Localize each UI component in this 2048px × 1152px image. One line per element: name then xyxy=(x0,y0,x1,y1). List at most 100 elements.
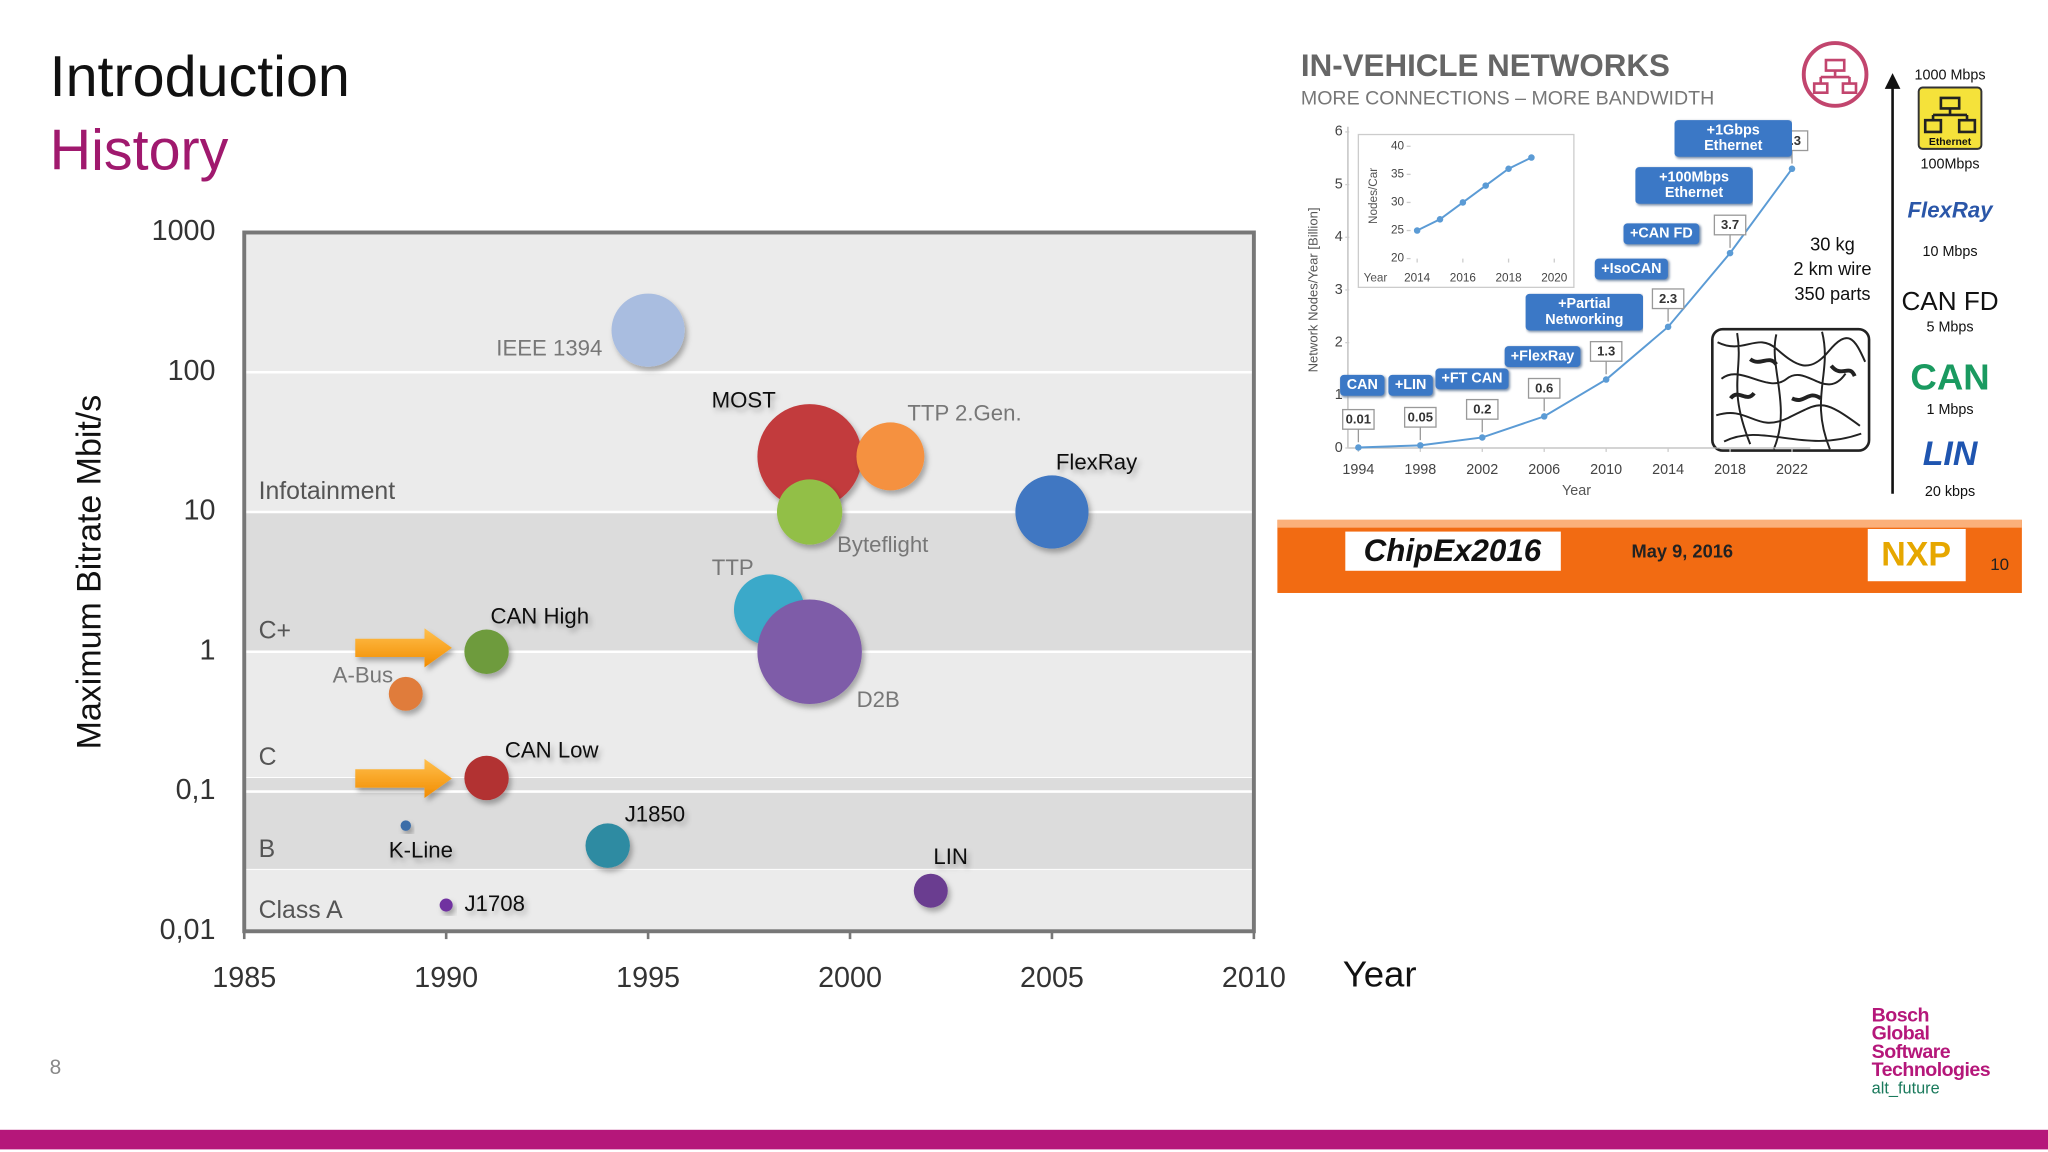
bandwidth-label: FlexRay xyxy=(1907,197,1994,222)
logo-line: Software xyxy=(1872,1041,1951,1063)
callout-wrap: +LIN xyxy=(1352,362,1470,409)
bandwidth-label: 10 Mbps xyxy=(1923,244,1978,260)
inset-note: 2 km wire xyxy=(1793,258,1871,279)
x-axis-label: Year xyxy=(1562,483,1591,499)
bubble-label: TTP xyxy=(712,555,754,580)
bubble xyxy=(757,404,862,509)
bubble-label: MOST xyxy=(712,387,777,412)
callout-wrap: +100Mbps Ethernet xyxy=(1635,162,1753,209)
callout-label: +1Gbps Ethernet xyxy=(1674,120,1792,157)
arrow xyxy=(355,758,452,799)
bandwidth-label: Ethernet xyxy=(1929,137,1972,148)
value-label-box xyxy=(1651,288,1685,310)
inset-title: IN-VEHICLE NETWORKS xyxy=(1301,48,1670,83)
y-tick-label: 30 xyxy=(1391,196,1405,209)
point xyxy=(1528,154,1535,161)
callout-label: +FT CAN xyxy=(1434,368,1510,390)
bandwidth-label: 20 kbps xyxy=(1925,484,1975,500)
logo-line: Technologies xyxy=(1872,1059,1991,1081)
bubble-label: CAN High xyxy=(490,604,589,629)
arrow xyxy=(355,628,452,668)
value-label: 0.2 xyxy=(1473,401,1491,416)
callout-wrap: +CAN FD xyxy=(1603,210,1721,257)
y-axis-label: Maximum Bitrate Mbit/s xyxy=(70,395,108,750)
x-tick-label: 1990 xyxy=(414,962,478,994)
nxp-logo: NXP xyxy=(1881,535,1951,573)
callout-label: +LIN xyxy=(1388,374,1433,396)
band-label: C+ xyxy=(259,618,291,645)
slide-title: Introduction xyxy=(50,45,350,109)
bandwidth-arrowhead xyxy=(1884,73,1901,89)
point xyxy=(1413,227,1421,234)
callout-label: +Partial Networking xyxy=(1525,293,1644,331)
y-tick-label: 10 xyxy=(184,495,216,527)
y-tick-label: 1000 xyxy=(152,215,216,247)
x-tick-label: 2002 xyxy=(1466,462,1498,478)
bubble-label: K-Line xyxy=(389,838,453,863)
x-axis-label: Year xyxy=(1343,954,1417,995)
bubble xyxy=(757,599,862,704)
bandwidth-label: 1 Mbps xyxy=(1926,402,1973,418)
x-tick-label: 1995 xyxy=(616,962,680,994)
y-tick-label: 25 xyxy=(1391,224,1405,237)
band-label: B xyxy=(259,836,276,863)
callout-label: CAN xyxy=(1340,374,1385,396)
line xyxy=(1416,156,1532,232)
point xyxy=(1664,323,1672,331)
inset-note: 350 parts xyxy=(1794,283,1870,304)
y-tick-label: 35 xyxy=(1391,167,1405,180)
bandwidth-label: CAN xyxy=(1910,357,1989,398)
bubble xyxy=(1015,475,1089,549)
x-tick-label: 2014 xyxy=(1404,271,1431,284)
x-tick-label: 1985 xyxy=(212,962,276,994)
bubble xyxy=(464,755,509,801)
bandwidth-label: 5 Mbps xyxy=(1926,320,1973,336)
point xyxy=(1788,165,1796,173)
slide-subtitle: History xyxy=(50,118,229,182)
bubble xyxy=(388,676,423,711)
ethernet-icon xyxy=(1923,96,1977,134)
band xyxy=(244,777,1254,870)
inset-page-number: 10 xyxy=(1990,555,2009,574)
y-tick-label: 0,01 xyxy=(160,914,216,946)
event-name: ChipEx2016 xyxy=(1364,533,1542,568)
callout: +IsoCAN xyxy=(1573,246,1691,293)
point xyxy=(1459,199,1467,206)
value-label: 0.01 xyxy=(1346,411,1371,426)
tagline: alt_future xyxy=(1872,1080,1940,1098)
y-tick-label: 40 xyxy=(1391,139,1405,152)
callout-wrap: +IsoCAN xyxy=(1573,246,1691,293)
point xyxy=(1540,413,1548,420)
callout: +FlexRay xyxy=(1484,333,1602,380)
inset-image: IN-VEHICLE NETWORKS MORE CONNECTIONS – M… xyxy=(1277,39,2022,593)
bubble xyxy=(400,820,412,831)
callout-wrap: CAN xyxy=(1304,362,1422,409)
callout: +100Mbps Ethernet xyxy=(1635,162,1753,209)
y-tick-label: 0,1 xyxy=(176,774,216,806)
band xyxy=(244,869,1254,932)
ethernet-icon xyxy=(1917,86,1983,150)
inset-note: 30 kg xyxy=(1810,233,1855,254)
bubble xyxy=(585,823,630,868)
x-tick-label: 2010 xyxy=(1222,962,1286,994)
bubble-label: D2B xyxy=(857,687,900,712)
wire-harness xyxy=(1711,327,1871,452)
callout-wrap: +FlexRay xyxy=(1484,333,1602,380)
value-label: 0.6 xyxy=(1535,380,1553,395)
bubble xyxy=(439,898,453,912)
nxp-box xyxy=(1867,528,1966,582)
logo-line: Bosch xyxy=(1872,1004,1929,1026)
x-tick-label: 2006 xyxy=(1528,462,1560,478)
page-number: 8 xyxy=(50,1056,62,1079)
y-tick-label: 3 xyxy=(1335,282,1343,298)
value-label: 0.05 xyxy=(1408,409,1433,424)
point xyxy=(1417,442,1424,449)
y-tick-label: 1 xyxy=(200,634,216,666)
x-tick-label: 1994 xyxy=(1342,462,1374,478)
point xyxy=(1355,444,1362,451)
plot-frame xyxy=(242,230,1256,934)
callout: CAN xyxy=(1304,362,1422,409)
x-tick-label: 2005 xyxy=(1020,962,1084,994)
